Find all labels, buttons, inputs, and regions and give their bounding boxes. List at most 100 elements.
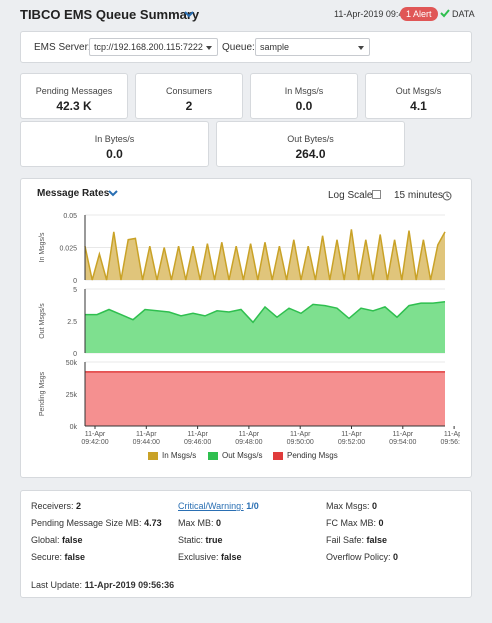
prop-value: 0 xyxy=(393,552,399,562)
x-tick-date: 11-Apr xyxy=(393,431,414,438)
prop-exclusive: Exclusive: false xyxy=(178,552,242,562)
x-tick-time: 09:46:00 xyxy=(184,439,211,446)
caret-down-icon xyxy=(206,46,212,50)
kpi-consumers[interactable]: Consumers 2 xyxy=(135,73,243,119)
kpi-value: 4.1 xyxy=(410,99,427,113)
prop-receivers: Receivers: 2 xyxy=(31,501,81,511)
prop-value: 0 xyxy=(378,518,384,528)
x-tick-time: 09:50:00 xyxy=(287,439,314,446)
x-tick-time: 09:44:00 xyxy=(133,439,160,446)
y-tick-label: 0.05 xyxy=(63,213,77,220)
time-range-label[interactable]: 15 minutes xyxy=(394,190,443,201)
prop-value: true xyxy=(205,535,223,545)
page-title: TIBCO EMS Queue Summary xyxy=(20,7,200,22)
queue-select[interactable]: sample xyxy=(255,38,370,56)
legend-label: Pending Msgs xyxy=(287,451,338,460)
prop-label: Overflow Policy: xyxy=(326,552,391,562)
series-line xyxy=(84,229,446,281)
x-tick-time: 09:56:00 xyxy=(440,439,460,446)
y-tick-label: 0 xyxy=(73,351,77,358)
y-tick-label: 0 xyxy=(73,278,77,285)
prop-label: Max MB: xyxy=(178,518,214,528)
legend-label: In Msgs/s xyxy=(162,451,197,460)
prop-value: 1/0 xyxy=(246,501,259,511)
series-area xyxy=(85,229,445,280)
y-axis-label: Pending Msgs xyxy=(39,371,46,416)
prop-critical-warning: Critical/Warning: 1/0 xyxy=(178,501,259,511)
legend-item-out-msgs: Out Msgs/s xyxy=(208,451,262,460)
prop-value: false xyxy=(64,552,86,562)
y-tick-label: 0k xyxy=(70,424,78,431)
header-datetime: 11-Apr-2019 09:48 xyxy=(334,9,409,19)
kpi-label: Pending Messages xyxy=(35,86,113,96)
kpi-label: In Bytes/s xyxy=(94,134,135,144)
prop-secure: Secure: false xyxy=(31,552,85,562)
prop-label: Exclusive: xyxy=(178,552,219,562)
x-tick-time: 09:42:00 xyxy=(81,439,108,446)
prop-static: Static: true xyxy=(178,535,223,545)
prop-value: 0 xyxy=(372,501,378,511)
y-tick-label: 50k xyxy=(66,360,78,367)
prop-value: 0 xyxy=(216,518,222,528)
y-tick-label: 25k xyxy=(66,392,78,399)
ems-server-label: EMS Server: xyxy=(34,42,91,53)
chevron-down-icon[interactable] xyxy=(183,9,195,19)
y-tick-label: 5 xyxy=(73,287,77,294)
prop-max-mb: Max MB: 0 xyxy=(178,518,221,528)
x-tick-date: 11-Apr xyxy=(187,431,208,438)
last-update-value: 11-Apr-2019 09:56:36 xyxy=(84,580,175,590)
prop-value: 2 xyxy=(76,501,82,511)
prop-overflow-policy: Overflow Policy: 0 xyxy=(326,552,398,562)
legend-item-pending-msgs: Pending Msgs xyxy=(273,451,338,460)
kpi-label: Out Bytes/s xyxy=(287,134,334,144)
y-axis-label: Out Msgs/s xyxy=(39,303,46,339)
x-tick-date: 11-Apr xyxy=(239,431,260,438)
x-tick-date: 11-Apr xyxy=(290,431,311,438)
prop-label: Pending Message Size MB: xyxy=(31,518,142,528)
chevron-down-icon[interactable] xyxy=(108,189,118,198)
ems-server-select[interactable]: tcp://192.168.200.115:7222 xyxy=(89,38,218,56)
legend-swatch xyxy=(208,451,218,460)
filter-panel: EMS Server: tcp://192.168.200.115:7222 Q… xyxy=(20,31,472,63)
legend-label: Out Msgs/s xyxy=(222,451,263,460)
page-header: TIBCO EMS Queue Summary 11-Apr-2019 09:4… xyxy=(0,0,492,28)
kpi-value: 0.0 xyxy=(295,99,313,113)
prop-value: false xyxy=(366,535,388,545)
kpi-in-msgs[interactable]: In Msgs/s 0.0 xyxy=(250,73,358,119)
series-area xyxy=(85,301,445,353)
x-tick-time: 09:48:00 xyxy=(235,439,262,446)
x-tick-date: 11-Apr xyxy=(136,431,157,438)
y-axis-label: In Msgs/s xyxy=(39,232,46,262)
log-scale-checkbox[interactable] xyxy=(372,190,381,199)
prop-label: FC Max MB: xyxy=(326,518,377,528)
last-update-label: Last Update: xyxy=(31,580,83,590)
critical-warning-link[interactable]: Critical/Warning: xyxy=(178,501,244,511)
kpi-value: 42.3 K xyxy=(56,99,92,113)
message-rates-charts: 0.05 0.025 0 In Msgs/s 5 2.5 0 Out Msgs/s 50k 25k… xyxy=(39,213,460,446)
clock-icon[interactable] xyxy=(442,191,452,201)
caret-down-icon xyxy=(358,46,364,50)
prop-label: Receivers: xyxy=(31,501,74,511)
x-tick-date: 11-Apr xyxy=(444,431,460,438)
prop-value: 4.73 xyxy=(144,518,162,528)
queue-label: Queue: xyxy=(222,42,255,53)
prop-fc-max-mb: FC Max MB: 0 xyxy=(326,518,384,528)
prop-label: Fail Safe: xyxy=(326,535,365,545)
kpi-out-msgs[interactable]: Out Msgs/s 4.1 xyxy=(365,73,472,119)
kpi-out-bytes[interactable]: Out Bytes/s 264.0 xyxy=(216,121,405,167)
legend-item-in-msgs: In Msgs/s xyxy=(148,451,196,460)
prop-value: false xyxy=(221,552,242,562)
kpi-value: 2 xyxy=(185,99,193,113)
chart-title: Message Rates xyxy=(37,188,110,199)
log-scale-label: Log Scale: xyxy=(328,190,376,201)
y-tick-label: 0.025 xyxy=(59,246,77,253)
x-tick-time: 09:54:00 xyxy=(389,439,416,446)
kpi-pending-messages[interactable]: Pending Messages 42.3 K xyxy=(20,73,128,119)
legend-swatch xyxy=(273,451,283,460)
prop-fail-safe: Fail Safe: false xyxy=(326,535,387,545)
last-update: Last Update: 11-Apr-2019 09:56:36 xyxy=(31,580,174,590)
alert-badge[interactable]: 1 Alert xyxy=(400,7,438,21)
prop-pending-size: Pending Message Size MB: 4.73 xyxy=(31,518,162,528)
x-tick-date: 11-Apr xyxy=(341,431,362,438)
kpi-in-bytes[interactable]: In Bytes/s 0.0 xyxy=(20,121,209,167)
